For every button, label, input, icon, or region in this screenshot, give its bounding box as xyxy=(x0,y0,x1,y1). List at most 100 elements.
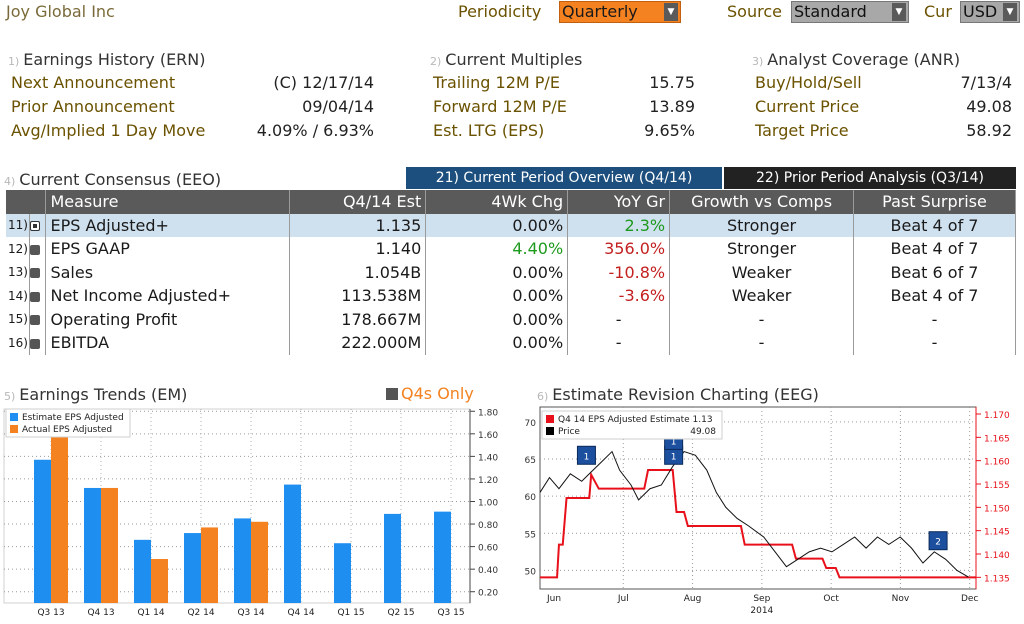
buy-hold-sell-value: 7/13/4 xyxy=(960,73,1013,92)
bar xyxy=(434,511,451,603)
chg-value: 0.00% xyxy=(425,307,569,331)
surprise-value: Beat 4 of 7 xyxy=(853,284,1016,308)
analyst-coverage-section[interactable]: 3) Analyst Coverage (ANR) xyxy=(752,50,960,69)
legend-label: Price xyxy=(558,427,580,437)
chg-value: 0.00% xyxy=(425,331,569,355)
x-tick-label: Q3 14 xyxy=(237,608,264,618)
comps-value: Stronger xyxy=(669,213,855,237)
chart-title: Estimate Revision Charting (EEG) xyxy=(552,385,819,404)
radio-icon xyxy=(30,268,41,279)
ltg-value: 9.65% xyxy=(644,121,695,140)
price-series-line xyxy=(539,450,969,578)
table-row[interactable]: 12) EPS GAAP 1.140 4.40% 356.0% Stronger… xyxy=(6,237,1016,261)
year-label: 2014 xyxy=(750,606,773,616)
event-marker-label: 1 xyxy=(671,437,677,447)
radio-button[interactable] xyxy=(29,307,47,331)
y-tick-label: 1.20 xyxy=(478,476,498,486)
bar xyxy=(201,527,218,603)
event-marker: 2 xyxy=(928,531,948,551)
periodicity-dropdown[interactable]: Quarterly ▼ xyxy=(559,1,681,23)
yoy-value: - xyxy=(567,331,671,355)
event-marker-label: 1 xyxy=(671,452,677,462)
table-row[interactable]: 13) Sales 1.054B 0.00% -10.8% Weaker Bea… xyxy=(6,260,1016,284)
trailing-pe-label: Trailing 12M P/E xyxy=(433,73,560,92)
x-tick-label: Q3 15 xyxy=(437,608,464,618)
currency-label: Cur xyxy=(924,2,952,21)
estimate-series-line xyxy=(540,469,976,579)
source-dropdown[interactable]: Standard ▼ xyxy=(791,1,909,23)
estimate-revision-chart: 70 65 60 55 50 1.170 1.165 1.160 1.155 1.150 1.145… xyxy=(525,406,1010,616)
ltg-label: Est. LTG (EPS) xyxy=(433,121,545,140)
tab-prior-period[interactable]: 22) Prior Period Analysis (Q3/14) xyxy=(724,167,1016,189)
event-marker-label: 1 xyxy=(584,452,590,462)
bar xyxy=(284,484,301,603)
x-tick-label: Q4 14 xyxy=(287,608,314,618)
earnings-trends-section[interactable]: 5) Earnings Trends (EM) xyxy=(4,385,187,404)
bar xyxy=(101,487,118,603)
bar xyxy=(234,518,251,603)
left-tick-label: 55 xyxy=(525,530,536,540)
col-4wk-chg[interactable]: 4Wk Chg xyxy=(425,190,569,214)
col-measure[interactable]: Measure xyxy=(45,190,291,214)
y-tick-label: 1.60 xyxy=(478,431,498,441)
bar xyxy=(34,459,51,603)
legend-label: Q4 14 EPS Adjusted Estimate 1.13 xyxy=(558,415,713,425)
section-number: 2) xyxy=(430,55,442,68)
surprise-value: Beat 4 of 7 xyxy=(853,237,1016,261)
q4s-only-label: Q4s Only xyxy=(401,384,474,403)
forward-pe-value: 13.89 xyxy=(649,97,695,116)
col-past-surprise[interactable]: Past Surprise xyxy=(853,190,1016,214)
x-tick-label: Q3 13 xyxy=(37,608,64,618)
section-number: 5) xyxy=(4,390,16,403)
legend-label: Actual EPS Adjusted xyxy=(22,425,112,435)
x-tick-label: Jun xyxy=(546,594,561,604)
legend-swatch xyxy=(10,413,18,421)
checkbox-icon xyxy=(386,387,398,400)
tab-current-period[interactable]: 21) Current Period Overview (Q4/14) xyxy=(406,167,722,189)
y-tick-label: 1.00 xyxy=(478,498,498,508)
next-announcement-label: Next Announcement xyxy=(11,73,176,92)
section-number: 1) xyxy=(8,55,20,68)
radio-button[interactable] xyxy=(29,213,47,237)
estimate-revision-section[interactable]: 6) Estimate Revision Charting (EEG) xyxy=(537,385,819,404)
x-tick-label: Q1 14 xyxy=(137,608,164,618)
bar xyxy=(384,513,401,603)
radio-button[interactable] xyxy=(29,284,47,308)
event-marker-label: 2 xyxy=(935,538,941,548)
table-row[interactable]: 14) Net Income Adjusted+ 113.538M 0.00% … xyxy=(6,284,1016,308)
current-price-label: Current Price xyxy=(755,97,860,116)
currency-value: USD xyxy=(963,2,998,21)
table-row[interactable]: 15) Operating Profit 178.667M 0.00% - - … xyxy=(6,307,1016,331)
right-tick-label: 1.140 xyxy=(984,551,1010,561)
col-growth-vs-comps[interactable]: Growth vs Comps xyxy=(669,190,855,214)
col-yoy-gr[interactable]: YoY Gr xyxy=(567,190,671,214)
right-tick-label: 1.145 xyxy=(984,528,1010,538)
col-estimate[interactable]: Q4/14 Est xyxy=(289,190,427,214)
next-announcement-value: (C) 12/17/14 xyxy=(273,73,374,92)
bar xyxy=(184,533,201,603)
current-consensus-section[interactable]: 4) Current Consensus (EEO) xyxy=(4,170,221,189)
table-row[interactable]: 11) EPS Adjusted+ 1.135 0.00% 2.3% Stron… xyxy=(6,213,1016,237)
source-value: Standard xyxy=(794,2,867,21)
x-tick-label: Jul xyxy=(617,594,629,604)
chart-legend: Q4 14 EPS Adjusted Estimate 1.13 Price 49.… xyxy=(541,410,723,440)
radio-button[interactable] xyxy=(29,237,47,261)
radio-icon xyxy=(30,338,41,349)
x-tick-label: Q2 15 xyxy=(387,608,414,618)
row-index: 16) xyxy=(6,331,31,355)
periodicity-label: Periodicity xyxy=(458,2,542,21)
x-tick-label: Q4 13 xyxy=(87,608,114,618)
earnings-history-section[interactable]: 1) Earnings History (ERN) xyxy=(8,50,206,69)
bar xyxy=(334,543,351,603)
comps-value: - xyxy=(669,331,855,355)
radio-button[interactable] xyxy=(29,260,47,284)
radio-button[interactable] xyxy=(29,331,47,355)
left-tick-label: 60 xyxy=(525,493,537,503)
left-tick-label: 50 xyxy=(525,567,537,577)
table-row[interactable]: 16) EBITDA 222.000M 0.00% - - - xyxy=(6,331,1016,355)
q4s-only-toggle[interactable]: Q4s Only xyxy=(386,384,474,403)
bar xyxy=(134,539,151,603)
trailing-pe-value: 15.75 xyxy=(649,73,695,92)
currency-dropdown[interactable]: USD ▼ xyxy=(960,1,1020,23)
right-tick-label: 1.155 xyxy=(984,481,1010,491)
